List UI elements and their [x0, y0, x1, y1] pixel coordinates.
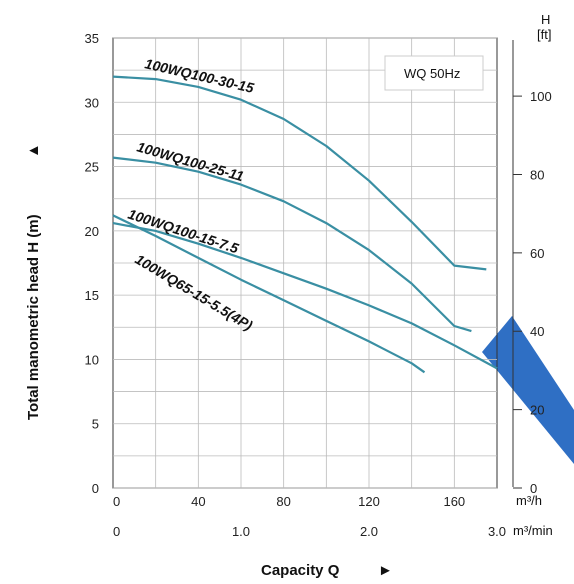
x2-unit-m3min: m³/min: [513, 523, 553, 538]
y2-tick-labels: 0 20 40 60 80 100: [513, 89, 552, 496]
y2-tick-label: 80: [530, 167, 544, 182]
x2-tick-label: 2.0: [360, 524, 378, 539]
y-tick-label: 20: [85, 224, 99, 239]
curve-2: [112, 222, 498, 370]
y-tick-label: 10: [85, 352, 99, 367]
y-tick-label: 0: [92, 481, 99, 496]
curve-3: [112, 214, 426, 374]
x-tick-label: 0: [113, 494, 120, 509]
y2-tick-label: 20: [530, 403, 544, 418]
y2-tick-label: 40: [530, 324, 544, 339]
x-tick-label: 80: [276, 494, 290, 509]
x2-tick-label: 1.0: [232, 524, 250, 539]
x-tick-label: 160: [443, 494, 465, 509]
y-tick-labels: 0 5 10 15 20 25 30 35: [85, 31, 99, 496]
x-axis-arrow: ►: [378, 562, 393, 579]
legend-box: [384, 55, 484, 91]
right-axis-unit-ft: [ft]: [537, 27, 551, 42]
y-axis-arrow: ▲: [25, 143, 42, 158]
x2-tick-labels: 0 1.0 2.0 3.0: [113, 524, 506, 539]
curves: [112, 75, 498, 374]
y2-tick-label: 0: [530, 481, 537, 496]
x-tick-labels: 0 40 80 120 160: [113, 494, 465, 509]
y-tick-label: 25: [85, 160, 99, 175]
x-axis-title: Capacity Q: [261, 562, 340, 579]
x2-tick-label: 3.0: [488, 524, 506, 539]
y-axis-title: Total manometric head H (m): [25, 214, 42, 420]
y2-tick-label: 60: [530, 246, 544, 261]
y-tick-label: 30: [85, 95, 99, 110]
y-tick-label: 35: [85, 31, 99, 46]
curve-0: [112, 75, 487, 271]
curve-label-100WQ100-30-15: 100WQ100-30-15: [143, 55, 255, 96]
curve-1: [112, 156, 472, 333]
y-tick-label: 15: [85, 288, 99, 303]
watermark-stripe: [482, 316, 574, 464]
right-axis-unit-h: H: [541, 12, 550, 27]
x2-tick-label: 0: [113, 524, 120, 539]
gridlines: [113, 37, 497, 489]
x-tick-label: 120: [358, 494, 380, 509]
legend-box-text: WQ 50Hz: [404, 66, 460, 81]
y-tick-label: 5: [92, 417, 99, 432]
x-tick-label: 40: [191, 494, 205, 509]
y2-tick-label: 100: [530, 89, 552, 104]
x-unit-m3h: m³/h: [516, 493, 542, 508]
